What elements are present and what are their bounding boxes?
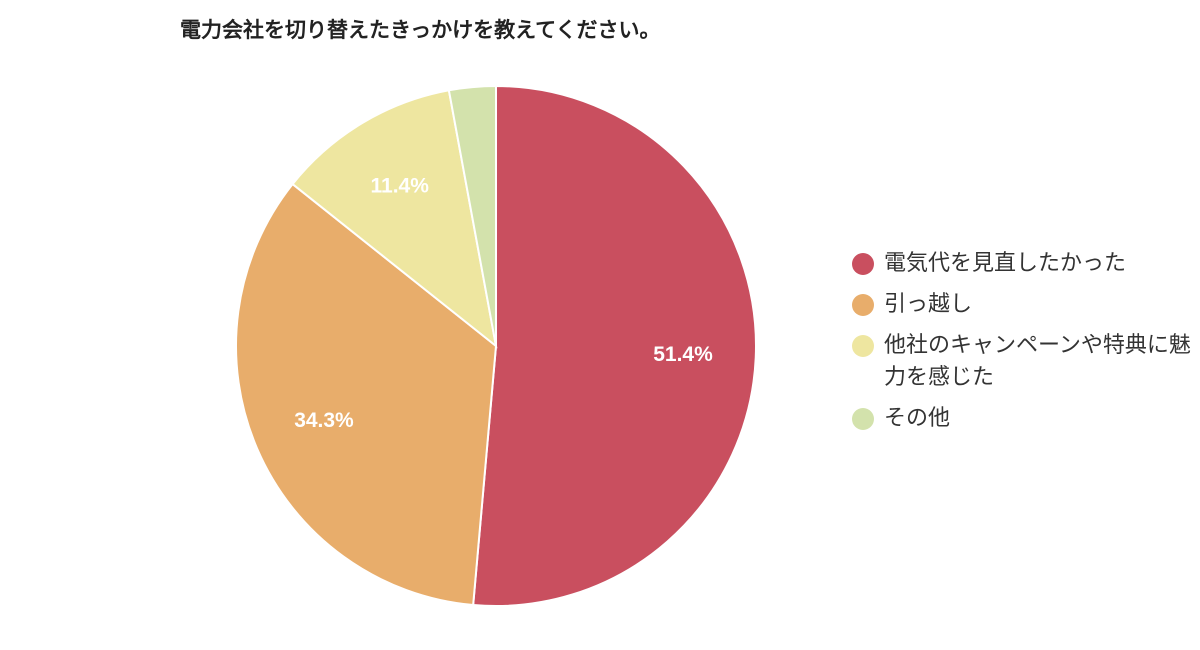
legend-item-electricity-cost[interactable]: 電気代を見直したかった: [852, 248, 1200, 280]
slice-percentage-label: 11.4%: [371, 174, 430, 197]
legend-label: 引っ越し: [884, 292, 973, 317]
pie-labels: 51.4% 34.3% 11.4%: [294, 174, 713, 431]
legend: 電気代を見直したかった 引っ越し 他社のキャンペーンや特典に魅力を感じた その他: [852, 248, 1200, 444]
legend-item-other[interactable]: その他: [852, 403, 1200, 435]
legend-swatch-icon: [852, 408, 874, 430]
chart-title: 電力会社を切り替えたきっかけを教えてください。: [180, 18, 661, 42]
slice-moving[interactable]: [235, 182, 498, 607]
slice-electricity-cost[interactable]: [472, 84, 757, 607]
slice-campaign[interactable]: [291, 89, 498, 349]
legend-label: その他: [884, 406, 951, 431]
legend-label: 他社のキャンペーンや特典に魅力を感じた: [884, 333, 1191, 390]
legend-label: 電気代を見直したかった: [884, 251, 1127, 276]
legend-item-moving[interactable]: 引っ越し: [852, 289, 1200, 321]
legend-swatch-icon: [852, 253, 874, 275]
slice-percentage-label: 34.3%: [294, 409, 354, 432]
slice-other[interactable]: [447, 84, 497, 347]
legend-swatch-icon: [852, 294, 874, 316]
legend-item-campaign[interactable]: 他社のキャンペーンや特典に魅力を感じた: [852, 330, 1200, 394]
slice-percentage-label: 51.4%: [653, 343, 713, 366]
legend-swatch-icon: [852, 335, 874, 357]
pie-slices: [235, 84, 757, 607]
